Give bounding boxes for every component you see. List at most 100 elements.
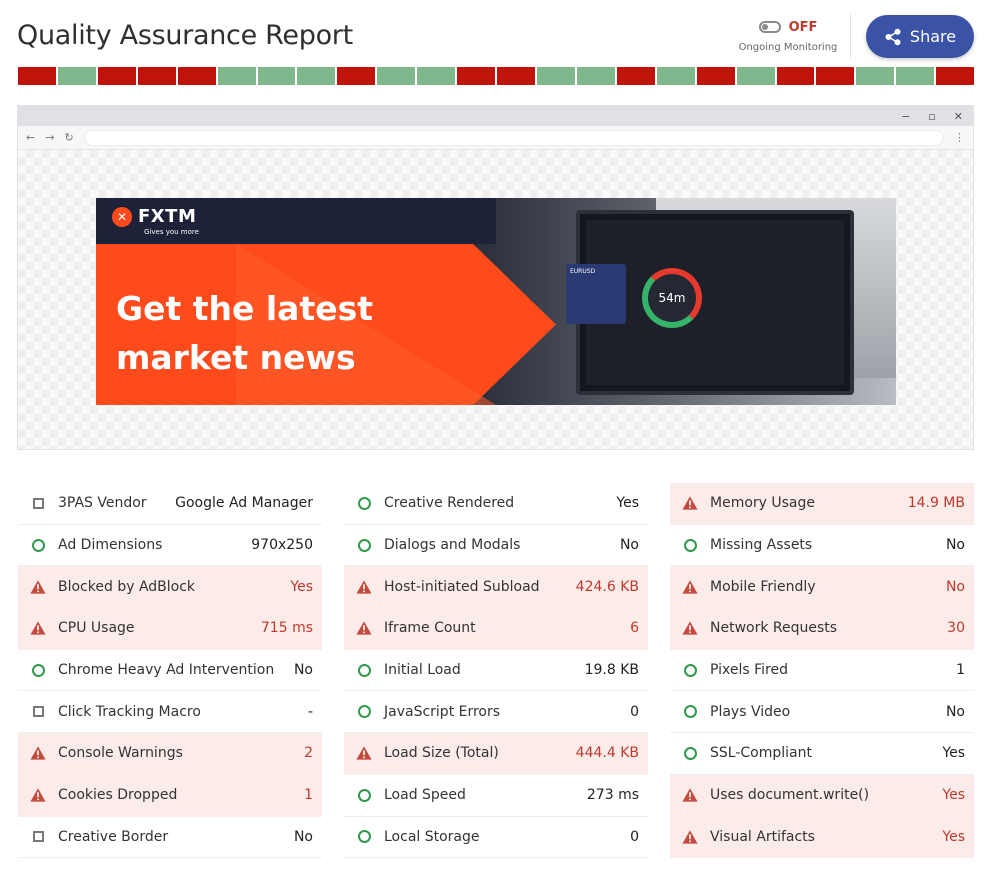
metric-label: Console Warnings	[58, 745, 183, 762]
metric-row[interactable]: Load Speed 273 ms	[344, 775, 648, 817]
status-segment[interactable]	[257, 67, 296, 85]
metric-row[interactable]: Blocked by AdBlock Yes	[18, 566, 322, 609]
close-icon[interactable]: ✕	[953, 109, 963, 123]
metric-label: Network Requests	[710, 620, 838, 637]
share-button[interactable]: Share	[866, 15, 974, 58]
status-segment[interactable]	[337, 67, 376, 85]
metric-row[interactable]: Click Tracking Macro -	[18, 691, 322, 734]
metric-row[interactable]: Uses document.write() Yes	[670, 774, 974, 817]
metric-row[interactable]: SSL-Compliant Yes	[670, 733, 974, 775]
status-segment[interactable]	[497, 67, 535, 85]
metric-row[interactable]: Network Requests 30	[670, 608, 974, 650]
metric-row[interactable]: Plays Video No	[670, 691, 974, 734]
metric-label: Blocked by AdBlock	[58, 578, 196, 595]
back-icon[interactable]: ←	[26, 131, 36, 144]
info-square-icon	[30, 704, 46, 720]
metric-row[interactable]: JavaScript Errors 0	[344, 691, 648, 734]
metric-label: JavaScript Errors	[384, 703, 501, 720]
warning-icon	[682, 620, 698, 636]
metric-label: Chrome Heavy Ad Intervention	[58, 662, 275, 679]
metric-value: Yes	[942, 745, 965, 762]
restore-icon[interactable]: ▫	[928, 109, 936, 123]
reload-icon[interactable]: ↻	[64, 131, 74, 144]
metric-row[interactable]: Creative Rendered Yes	[344, 483, 648, 525]
status-segment[interactable]	[217, 67, 256, 85]
metric-value: 715 ms	[260, 620, 313, 637]
metric-row[interactable]: Mobile Friendly No	[670, 566, 974, 609]
metric-label: SSL-Compliant	[710, 745, 812, 762]
status-segment[interactable]	[457, 67, 496, 85]
metric-row[interactable]: Local Storage 0	[344, 817, 648, 859]
ad-trading-screen: 54m	[586, 220, 844, 385]
ad-timer-ring: 54m	[642, 268, 702, 328]
status-segment[interactable]	[417, 67, 456, 85]
warning-icon	[682, 829, 698, 845]
ad-currency-card: EURUSD	[566, 264, 626, 324]
metric-row[interactable]: Load Size (Total) 444.4 KB	[344, 733, 648, 775]
status-segment[interactable]	[616, 67, 655, 85]
metric-row[interactable]: Host-initiated Subload 424.6 KB	[344, 566, 648, 609]
warning-icon	[682, 579, 698, 595]
status-segment[interactable]	[776, 67, 815, 85]
metric-value: 1	[304, 787, 313, 804]
forward-icon[interactable]: →	[45, 131, 55, 144]
status-segment[interactable]	[576, 67, 615, 85]
metric-row[interactable]: 3PAS Vendor Google Ad Manager	[18, 483, 322, 525]
status-segment[interactable]	[816, 67, 855, 85]
status-segment[interactable]	[536, 67, 575, 85]
menu-icon[interactable]: ⋮	[954, 131, 965, 144]
metric-value: Yes	[290, 578, 313, 595]
ad-monitor-image: 54m EURUSD	[566, 210, 854, 395]
status-segment[interactable]	[297, 67, 336, 85]
pass-circle-icon	[682, 704, 698, 720]
status-segment[interactable]	[656, 67, 695, 85]
status-segment[interactable]	[18, 67, 56, 85]
metric-row[interactable]: Dialogs and Modals No	[344, 525, 648, 567]
metric-row[interactable]: Pixels Fired 1	[670, 650, 974, 692]
ad-creative[interactable]: 54m EURUSD ✕ FXTM Gives you more Get the…	[96, 198, 896, 405]
metric-row[interactable]: Ad Dimensions 970x250	[18, 525, 322, 567]
ad-tagline: Gives you more	[144, 228, 199, 236]
page-title: Quality Assurance Report	[17, 20, 353, 51]
status-segment[interactable]	[936, 67, 975, 85]
monitoring-toggle[interactable]	[758, 21, 781, 33]
info-square-icon	[30, 829, 46, 845]
metric-value: 1	[956, 662, 965, 679]
metric-value: 444.4 KB	[575, 745, 639, 762]
metric-row[interactable]: Console Warnings 2	[18, 733, 322, 775]
metric-value: No	[945, 537, 965, 554]
metric-row[interactable]: Visual Artifacts Yes	[670, 816, 974, 859]
metrics-grid: 3PAS Vendor Google Ad Manager Ad Dimension…	[18, 483, 974, 859]
status-segment[interactable]	[856, 67, 895, 85]
metric-row[interactable]: Cookies Dropped 1	[18, 774, 322, 817]
metric-row[interactable]: Missing Assets No	[670, 525, 974, 567]
status-segment[interactable]	[736, 67, 775, 85]
metric-label: Local Storage	[384, 828, 480, 845]
status-segment[interactable]	[896, 67, 935, 85]
metric-label: Ad Dimensions	[58, 537, 163, 554]
status-segment[interactable]	[137, 67, 176, 85]
metric-value: Yes	[942, 787, 965, 804]
pass-circle-icon	[682, 745, 698, 761]
metric-label: Click Tracking Macro	[58, 703, 201, 720]
metric-row[interactable]: Chrome Heavy Ad Intervention No	[18, 650, 322, 692]
status-segment[interactable]	[97, 67, 136, 85]
metric-row[interactable]: Initial Load 19.8 KB	[344, 650, 648, 692]
metric-value: 14.9 MB	[907, 495, 965, 512]
metric-row[interactable]: Creative Border No	[18, 817, 322, 859]
metric-row[interactable]: CPU Usage 715 ms	[18, 608, 322, 650]
ad-logo-band	[96, 198, 496, 244]
status-segment[interactable]	[696, 67, 735, 85]
ad-logo: ✕ FXTM	[112, 206, 196, 227]
status-segment[interactable]	[57, 67, 96, 85]
address-bar[interactable]	[83, 129, 944, 146]
metric-label: Cookies Dropped	[58, 787, 178, 804]
metric-label: Host-initiated Subload	[384, 578, 540, 595]
metrics-column: Memory Usage 14.9 MB Missing Assets No Mobil…	[670, 483, 974, 859]
metric-row[interactable]: Memory Usage 14.9 MB	[670, 483, 974, 525]
status-segment[interactable]	[177, 67, 216, 85]
status-segment[interactable]	[377, 67, 416, 85]
metric-row[interactable]: Iframe Count 6	[344, 608, 648, 650]
metrics-column: Creative Rendered Yes Dialogs and Modals No…	[344, 483, 648, 859]
minimize-icon[interactable]: −	[901, 109, 911, 123]
